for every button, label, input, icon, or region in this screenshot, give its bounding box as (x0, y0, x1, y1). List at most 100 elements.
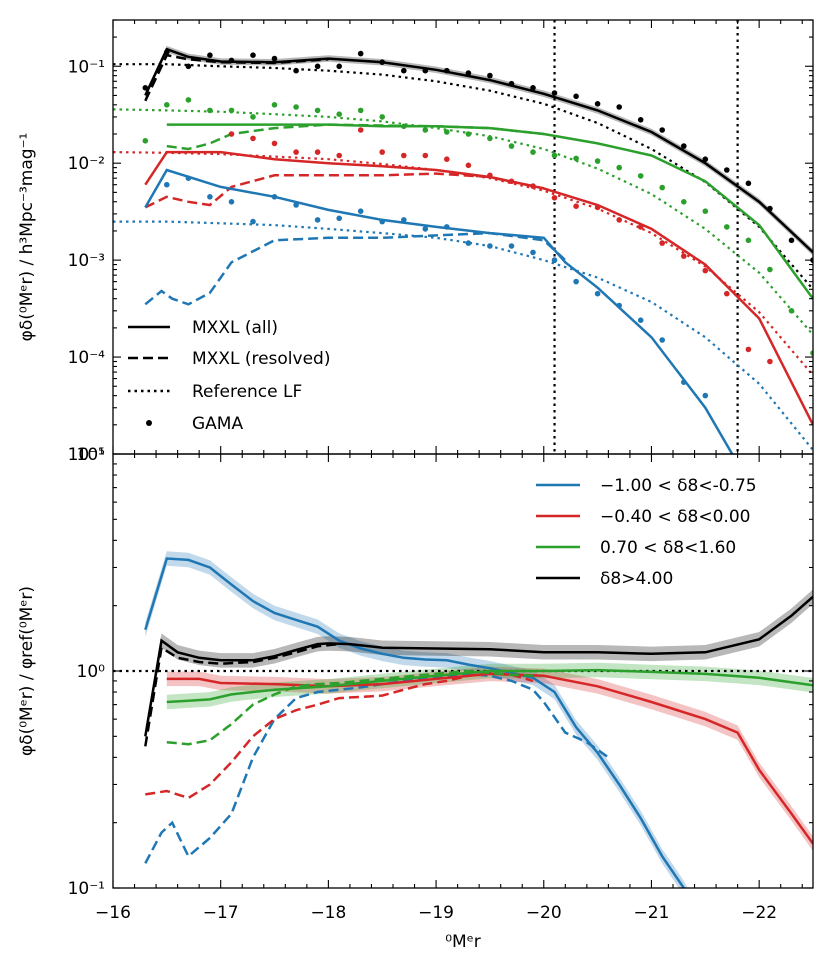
x-tick-label: −22 (741, 903, 777, 923)
top-gama-point-blue (594, 290, 601, 297)
top-gama-point-red (594, 204, 601, 211)
x-tick-label: −21 (634, 903, 670, 923)
top-gama-point-black (551, 90, 558, 96)
bottom-panel-bands (145, 551, 813, 888)
top-gama-point-red (401, 152, 407, 159)
top-gama-point-green (293, 104, 299, 110)
top-gama-point-blue (379, 218, 386, 225)
top-gama-point-green (444, 129, 450, 135)
top-gama-point-blue (422, 226, 429, 232)
bottom-y-axis-label: φδ(⁰Mᵉr) / φref(⁰Mᵉr) (17, 586, 37, 756)
top-gama-point-green (637, 173, 644, 179)
top-gama-point-black (530, 85, 536, 91)
top-resolved-line-green (166, 123, 544, 151)
top-gama-point-black (164, 49, 170, 55)
legend-label-reference: Reference LF (192, 382, 302, 402)
legend-label-blue: −1.00 < δ8<-0.75 (600, 476, 757, 496)
bottom-resolved-line-blue (144, 672, 610, 864)
top-gama-point-black (659, 127, 665, 133)
top-gama-point-blue (659, 337, 665, 343)
top-gama-point-green (357, 107, 364, 114)
top-y-axis-label: φδ(⁰Mᵉr) / h³Mpc⁻³mag⁻¹ (17, 133, 37, 342)
top-gama-point-blue (357, 208, 364, 214)
top-gama-point-black (465, 70, 472, 76)
top-gama-point-red (508, 178, 515, 185)
top-panel-plot-area (113, 20, 813, 454)
top-y-tick-label: 10⁻⁴ (68, 348, 106, 368)
top-gama-point-green (724, 224, 730, 230)
top-gama-point-green (465, 131, 472, 137)
top-gama-point-black (573, 93, 579, 100)
top-gama-point-green (379, 114, 386, 120)
top-gama-point-red (616, 217, 622, 223)
top-gama-point-red (745, 346, 752, 353)
top-gama-point-blue (508, 243, 515, 249)
bottom-all-line-black (144, 595, 813, 737)
top-gama-point-black (314, 63, 321, 70)
top-gama-point-black (637, 117, 644, 123)
top-gama-point-black (250, 52, 256, 58)
top-gama-point-green (659, 184, 665, 191)
top-all-line-green (166, 123, 813, 300)
legend-swatch-marker (146, 420, 152, 426)
legend-label-black: δ8>4.00 (600, 569, 673, 589)
bottom-band-green (166, 662, 813, 710)
top-gama-point-red (702, 267, 709, 274)
axes: −16 −17 −18 −19 −20 −21 −22 10⁻⁵ 10⁻⁴ 10⁻³ 10⁻² 10⁻… (68, 19, 814, 923)
top-gama-point-blue (250, 218, 256, 225)
top-gama-point-red (465, 162, 472, 169)
legend-label-green: 0.70 < δ8<1.60 (600, 538, 736, 558)
top-gama-point-blue (401, 217, 407, 223)
top-gama-point-black (745, 180, 752, 187)
top-gama-point-red (530, 183, 536, 189)
top-gama-point-red (314, 149, 321, 155)
top-gama-point-red (659, 240, 665, 246)
top-gama-point-blue (314, 217, 321, 223)
top-gama-point-black (724, 167, 730, 173)
top-gama-point-red (293, 149, 299, 155)
top-gama-point-green (551, 152, 558, 159)
top-gama-point-black (788, 237, 795, 244)
top-reference-line-green (113, 108, 813, 336)
bottom-all-line-blue (144, 557, 686, 888)
top-gama-point-green (767, 266, 773, 273)
top-gama-point-red (551, 195, 558, 201)
legend-label-gama: GAMA (192, 414, 243, 434)
top-gama-point-blue (616, 302, 622, 309)
top-gama-point-blue (164, 181, 170, 188)
top-gama-point-black (702, 156, 709, 162)
x-tick-label: −16 (95, 903, 131, 923)
bottom-y-tick-label: 10⁰ (77, 662, 106, 682)
top-gama-point-green (164, 102, 170, 108)
top-gama-point-blue (271, 194, 278, 200)
top-y-tick-label: 10⁻¹ (68, 57, 105, 77)
top-gama-point-black (767, 205, 773, 212)
top-gama-point-green (185, 97, 192, 103)
top-y-tick-label: 10⁻² (68, 154, 105, 174)
top-band-black (145, 45, 813, 256)
top-gama-point-green (616, 164, 622, 171)
legend-label-all: MXXL (all) (192, 318, 278, 338)
top-gama-point-black (508, 80, 515, 87)
top-gama-point-green (810, 350, 813, 356)
top-gama-point-blue (530, 249, 536, 256)
legend-label-resolved: MXXL (resolved) (192, 349, 330, 369)
top-gama-point-blue (487, 243, 493, 249)
top-gama-point-black (487, 72, 493, 79)
bottom-y-tick-label: 10⁻¹ (68, 879, 105, 899)
top-gama-point-green (401, 123, 407, 130)
top-gama-point-green (508, 143, 515, 149)
top-gama-point-blue (293, 202, 299, 208)
top-gama-point-green (336, 111, 343, 117)
top-gama-point-red (573, 203, 579, 209)
top-gama-point-green (788, 308, 795, 314)
top-gama-point-green (487, 135, 493, 142)
top-gama-point-red (724, 290, 730, 297)
top-gama-point-red (271, 140, 278, 147)
top-gama-point-black (293, 67, 299, 74)
top-gama-point-blue (551, 257, 558, 263)
top-gama-point-blue (681, 379, 687, 386)
top-resolved-line-red (144, 172, 545, 209)
top-gama-point-red (767, 358, 773, 365)
